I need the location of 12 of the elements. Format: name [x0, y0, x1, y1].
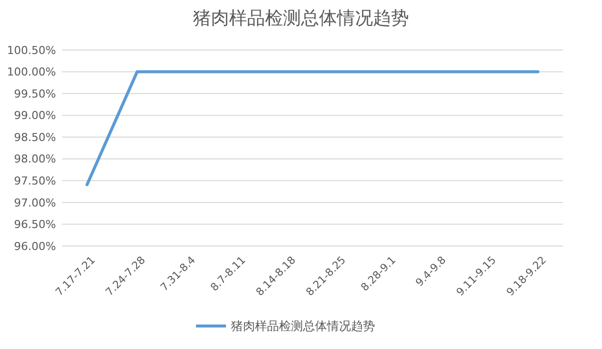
y-tick-label: 98.50%: [14, 130, 56, 144]
y-tick-label: 99.50%: [14, 87, 56, 100]
y-tick-label: 98.00%: [14, 152, 56, 166]
y-tick-label: 96.50%: [14, 218, 56, 232]
y-tick-label: 99.00%: [14, 109, 56, 122]
y-tick-label: 100.00%: [7, 66, 56, 79]
y-tick-label: 100.50%: [7, 44, 56, 57]
y-tick-label: 96.00%: [14, 240, 56, 253]
legend-label: 猪肉样品检测总体情况趋势: [231, 319, 375, 334]
y-tick-label: 97.50%: [14, 174, 56, 188]
chart-title: 猪肉样品检测总体情况趋势: [193, 8, 409, 29]
y-tick-label: 97.00%: [14, 196, 56, 210]
